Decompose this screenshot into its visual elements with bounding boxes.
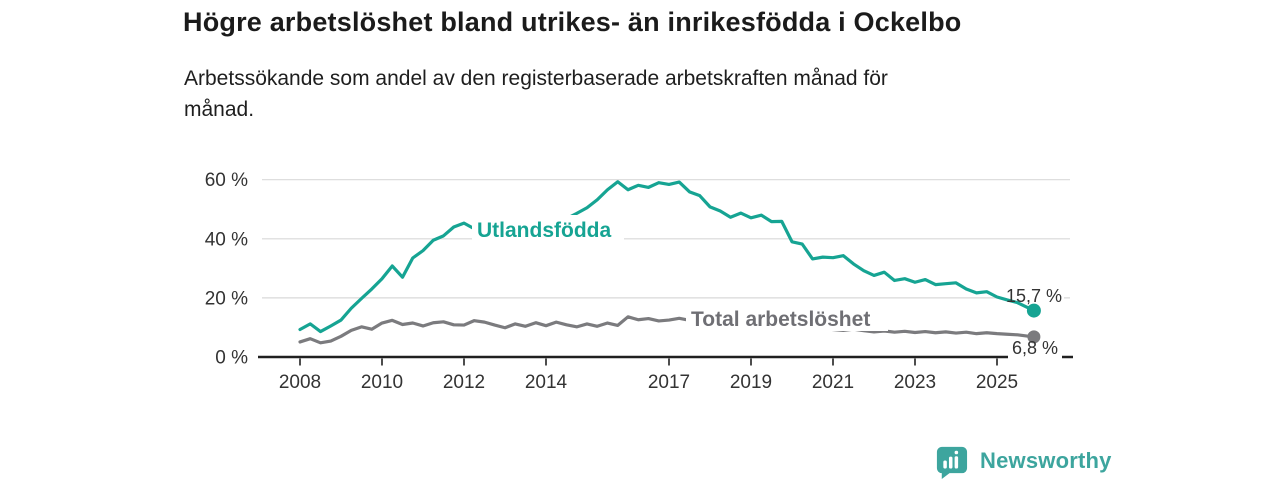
x-axis-tick-label: 2025 bbox=[976, 372, 1018, 393]
series-end-dot bbox=[1026, 303, 1041, 318]
newsworthy-bubble-chart-icon bbox=[936, 446, 968, 479]
y-axis-tick-label: 20 % bbox=[205, 288, 248, 309]
series-line-total bbox=[298, 315, 1036, 345]
x-axis-tick-label: 2012 bbox=[443, 372, 485, 393]
series-label-backdrop bbox=[472, 215, 624, 244]
x-axis-tick-label: 2021 bbox=[812, 372, 854, 393]
x-axis-tick-label: 2010 bbox=[361, 372, 403, 393]
series-label-total: Total arbetslöshet bbox=[691, 308, 870, 331]
end-label-backdrop bbox=[1008, 342, 1062, 359]
series-end-value-label: 15,7 % bbox=[1006, 286, 1062, 306]
chart-subtitle: Arbetssökande som andel av den registerb… bbox=[184, 63, 1064, 125]
series-label-utlandsfodda: Utlandsfödda bbox=[477, 219, 611, 242]
series-line-utlandsfodda bbox=[298, 180, 1036, 334]
x-axis-tick-label: 2008 bbox=[279, 372, 321, 393]
newsworthy-wordmark: Newsworthy bbox=[980, 448, 1112, 473]
x-axis-tick-label: 2014 bbox=[525, 372, 568, 393]
series-end-value-label: 6,8 % bbox=[1012, 338, 1058, 358]
y-axis-tick-label: 60 % bbox=[205, 170, 248, 191]
chart-subtitle-line2: månad. bbox=[184, 98, 255, 121]
x-axis-tick-label: 2023 bbox=[894, 372, 936, 393]
y-axis-tick-label: 0 % bbox=[215, 348, 248, 369]
x-axis-tick-label: 2019 bbox=[730, 372, 772, 393]
series-end-dot bbox=[1027, 330, 1041, 344]
x-axis-tick-label: 2017 bbox=[648, 372, 690, 393]
chart-subtitle-line1: Arbetssökande som andel av den registerb… bbox=[184, 67, 888, 90]
series-label-backdrop bbox=[686, 304, 888, 331]
newsworthy-logo[interactable]: Newsworthy bbox=[934, 443, 1112, 479]
y-axis-tick-label: 40 % bbox=[205, 229, 248, 250]
chart-title: Högre arbetslöshet bland utrikes- än inr… bbox=[183, 7, 962, 37]
